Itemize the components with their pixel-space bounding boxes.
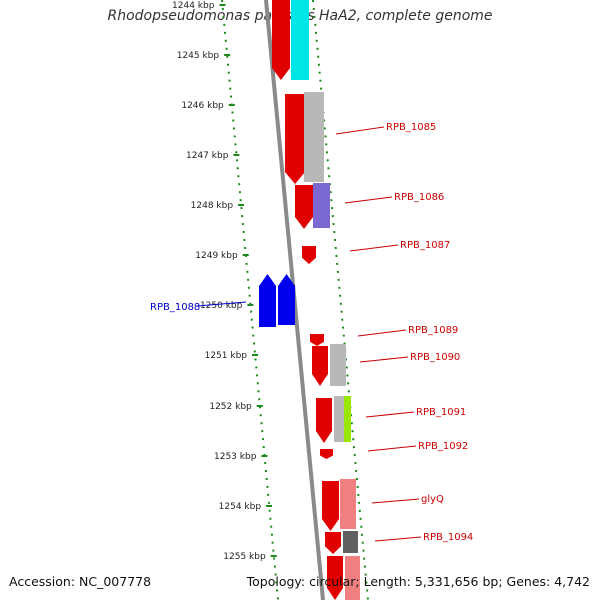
kbp-tick-label: 1252 kbp xyxy=(209,402,252,412)
gene-label-leader xyxy=(344,196,393,204)
gene-arrow-reverse xyxy=(259,274,276,327)
gene-cds-cyan xyxy=(291,0,309,80)
gene-label-leader xyxy=(371,498,420,504)
gene-arrow-forward xyxy=(295,185,313,229)
gene-cds-gray xyxy=(334,396,344,442)
gene-label: RPB_1085 xyxy=(386,122,436,133)
gene-arrow-forward xyxy=(312,346,328,386)
gene-cds-purple xyxy=(313,183,330,228)
kbp-tick-label: 1247 kbp xyxy=(186,151,229,161)
kbp-tick-label: 1253 kbp xyxy=(214,452,257,462)
kbp-tick-label: 1249 kbp xyxy=(195,251,238,261)
kbp-tick-label: 1245 kbp xyxy=(177,51,220,61)
genome-summary: Topology: circular; Length: 5,331,656 bp… xyxy=(246,574,590,589)
gene-label-leader xyxy=(349,244,399,252)
gene-label-leader xyxy=(365,411,415,418)
gene-label: RPB_1089 xyxy=(408,325,458,336)
gene-arrow-forward xyxy=(272,0,290,80)
gene-label: RPB_1091 xyxy=(416,407,466,418)
gene-cds-gray xyxy=(304,92,324,182)
accession-label: Accession: NC_007778 xyxy=(9,574,152,589)
kbp-tick-label: 1251 kbp xyxy=(205,351,248,361)
gene-label-leader xyxy=(359,356,409,363)
gene-arrow-small xyxy=(302,246,316,264)
gene-label: RPB_1092 xyxy=(418,441,468,452)
gene-cds-pink xyxy=(340,479,356,529)
gene-arrow-reverse xyxy=(278,274,295,325)
gene-label-leader xyxy=(374,536,422,542)
gene-cds-pink xyxy=(345,556,360,600)
gene-arrow-forward xyxy=(285,94,305,184)
gene-arrow-small xyxy=(320,449,333,459)
gene-label: RPB_1090 xyxy=(410,352,460,363)
kbp-tick-label: 1254 kbp xyxy=(219,502,262,512)
gene-label: RPB_1086 xyxy=(394,192,444,203)
gene-label-leader xyxy=(357,329,407,337)
gene-label-leader xyxy=(335,126,385,135)
gene-label: RPB_1087 xyxy=(400,240,450,251)
kbp-tick-label: 1246 kbp xyxy=(181,101,224,111)
gene-cds-dark xyxy=(343,531,358,553)
gene-arrow-small xyxy=(310,334,324,346)
kbp-tick-label: 1250 kbp xyxy=(200,301,243,311)
kbp-tick-label: 1244 kbp xyxy=(172,1,215,11)
gene-arrow-forward xyxy=(322,481,339,531)
kbp-tick-label: 1248 kbp xyxy=(191,201,234,211)
gene-label: RPB_1088 xyxy=(150,302,200,313)
gene-label: glyQ xyxy=(421,494,444,505)
gene-label-leader xyxy=(367,445,417,452)
kbp-tick-label: 1255 kbp xyxy=(223,552,266,562)
gene-arrow-forward xyxy=(325,532,341,554)
gene-label-leader xyxy=(196,301,247,307)
gene-cds-gray xyxy=(330,344,346,386)
gene-arrow-forward xyxy=(316,398,332,443)
gene-cds-lime xyxy=(344,396,351,442)
gene-label: RPB_1094 xyxy=(423,532,473,543)
gene-arrow-forward xyxy=(327,556,343,600)
